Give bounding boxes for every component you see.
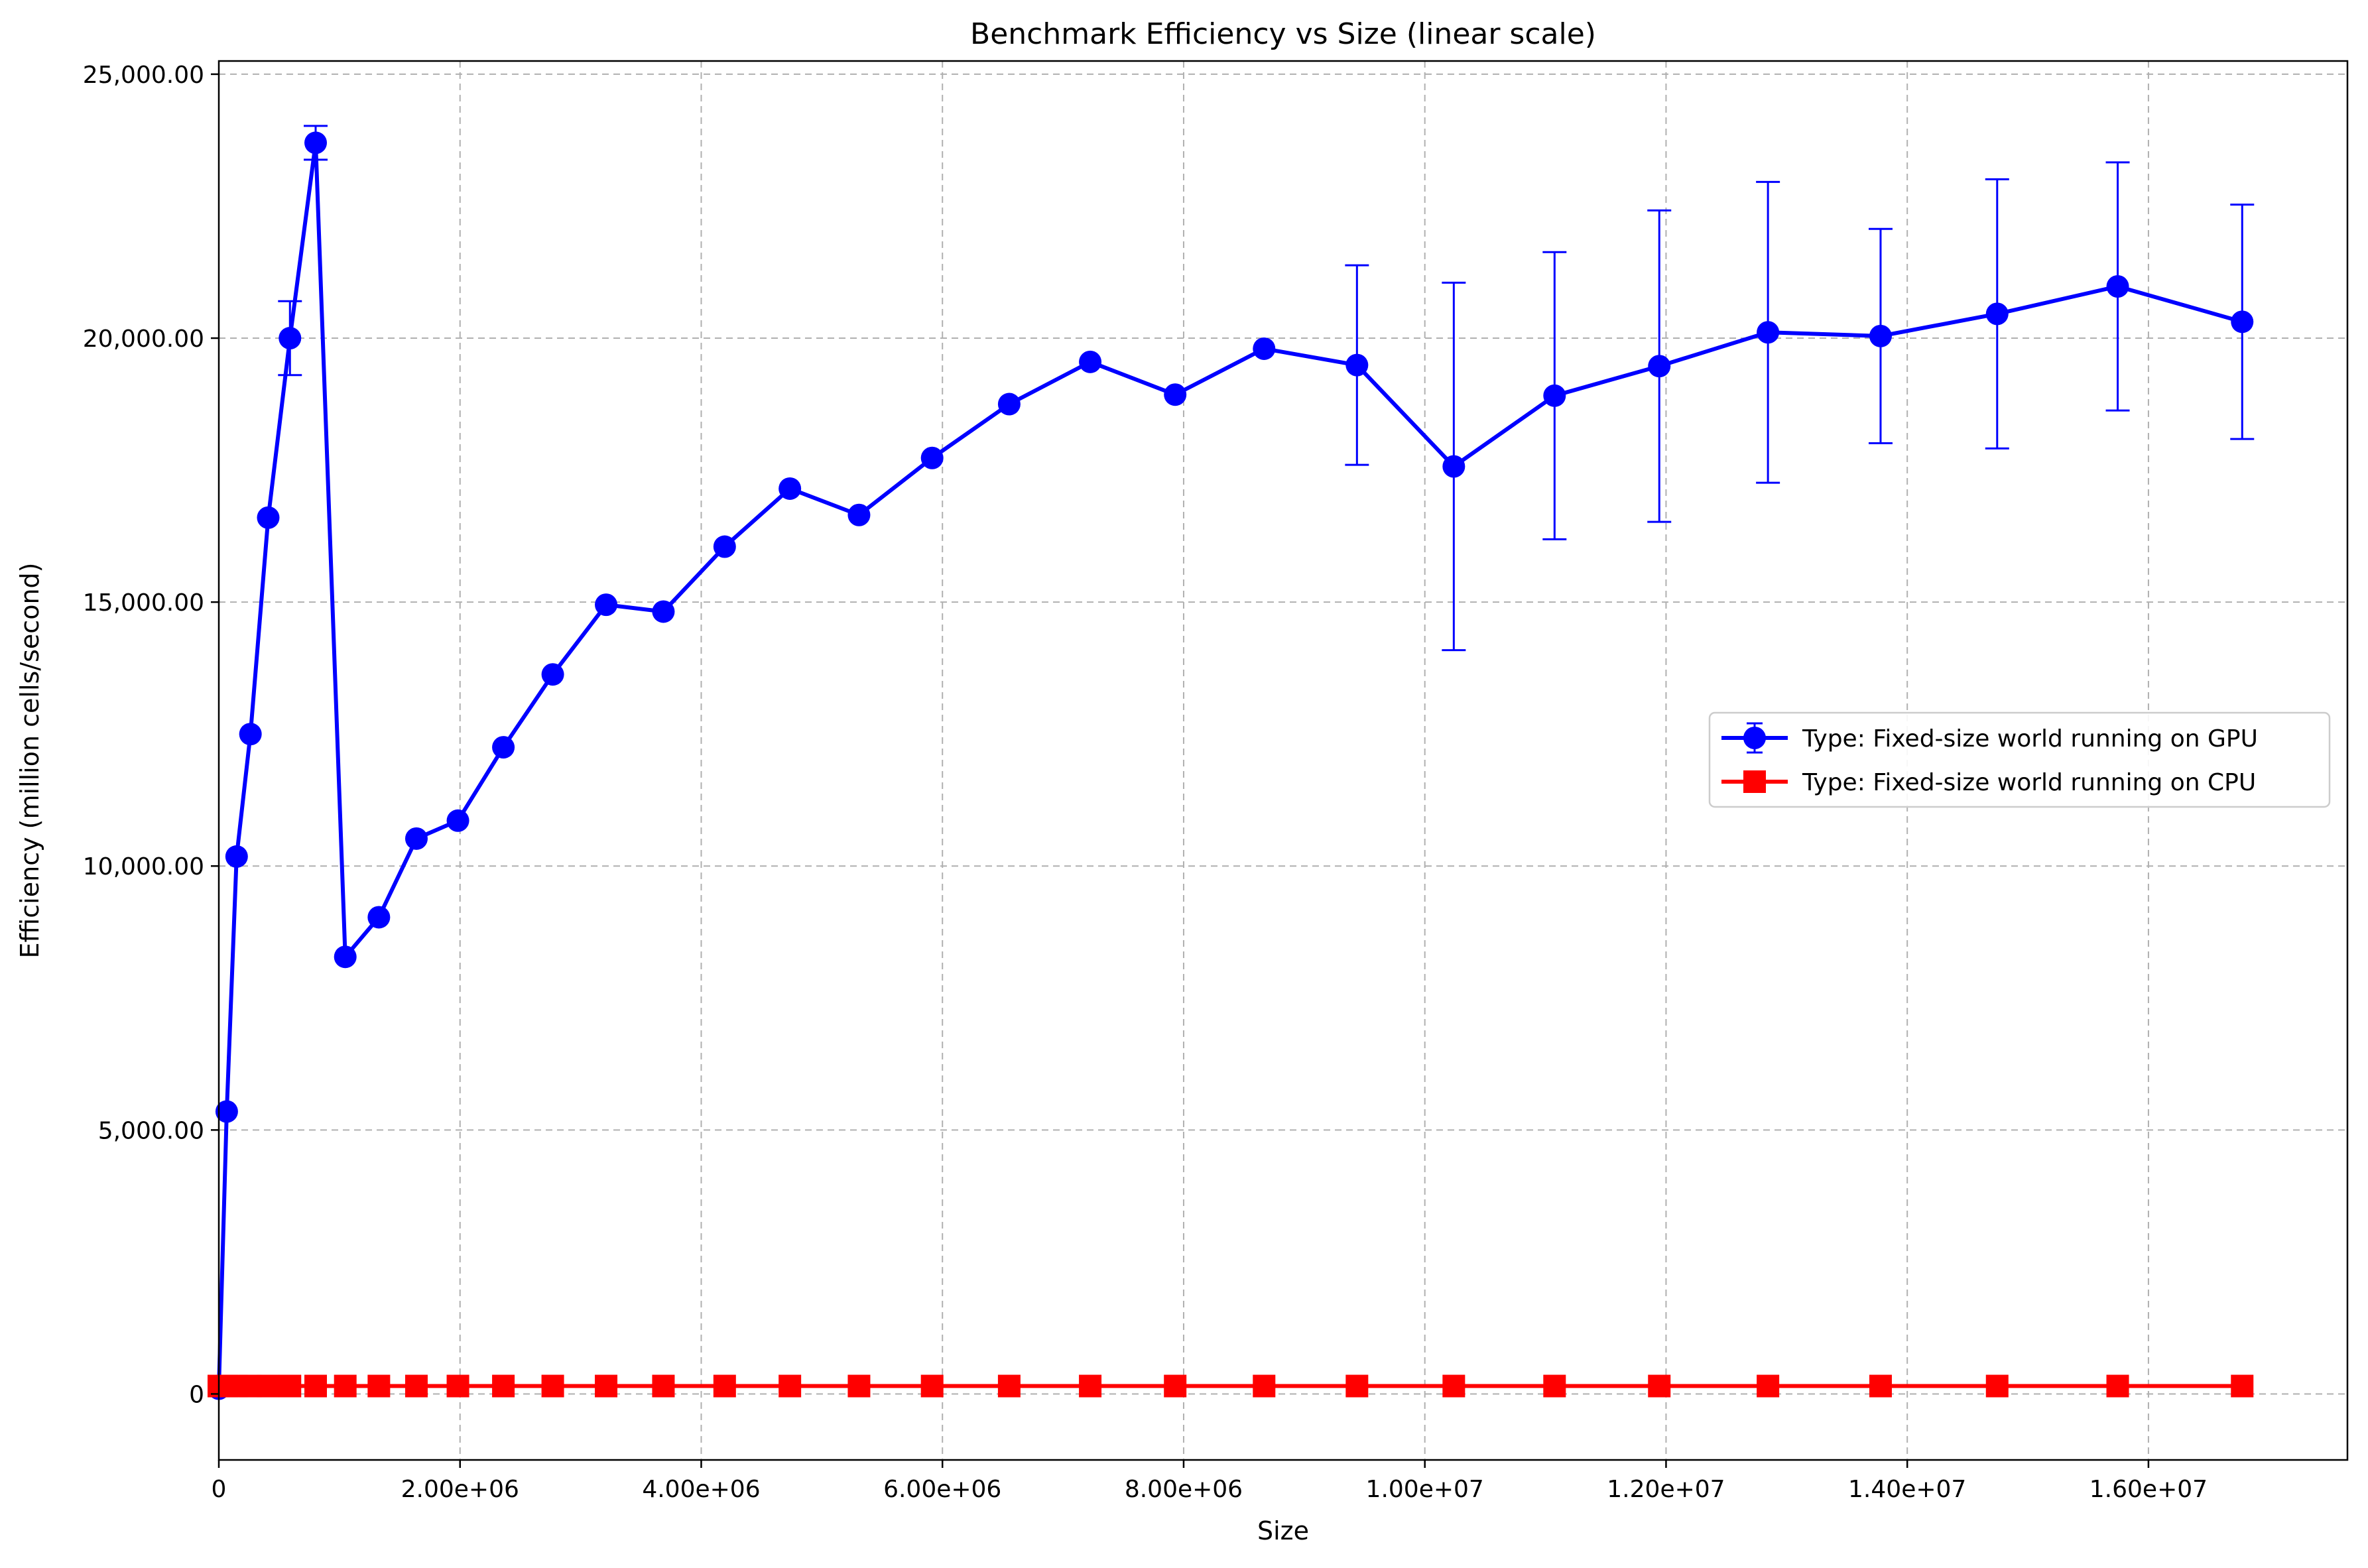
data-point xyxy=(847,503,871,526)
x-tick-label: 2.00e+06 xyxy=(401,1476,519,1503)
data-point xyxy=(1442,455,1465,478)
data-point xyxy=(1164,383,1187,406)
data-point xyxy=(334,945,357,969)
x-tick-label: 1.60e+07 xyxy=(2089,1476,2208,1503)
data-point xyxy=(1079,350,1102,373)
chart-title: Benchmark Efficiency vs Size (linear sca… xyxy=(970,17,1596,51)
data-point xyxy=(367,906,391,929)
data-point xyxy=(1757,321,1780,344)
data-point xyxy=(2231,310,2254,333)
legend-marker xyxy=(1743,727,1766,749)
y-tick-label: 25,000.00 xyxy=(83,62,204,89)
data-point xyxy=(541,663,564,686)
data-point xyxy=(713,535,736,558)
data-point xyxy=(1079,1374,1102,1398)
legend-box xyxy=(1708,711,2331,808)
x-tick-label: 0 xyxy=(212,1476,227,1503)
grid xyxy=(218,61,2347,1460)
data-point xyxy=(2106,1374,2129,1398)
data-point xyxy=(595,593,618,617)
data-point xyxy=(1869,324,1892,347)
data-point xyxy=(997,392,1021,416)
y-tick-label: 15,000.00 xyxy=(83,589,204,617)
data-point xyxy=(492,1374,515,1398)
data-point xyxy=(405,1374,428,1398)
series-line xyxy=(217,141,2243,1389)
y-axis-title: Efficiency (million cells/second) xyxy=(15,563,44,959)
data-point xyxy=(652,600,675,623)
x-tick-label: 1.40e+07 xyxy=(1848,1476,1966,1503)
data-point xyxy=(1442,1374,1465,1398)
data-point xyxy=(257,1374,280,1398)
legend: Type: Fixed-size world running on GPU Typ… xyxy=(1708,711,2331,808)
data-point xyxy=(492,736,515,759)
x-tick-label: 1.20e+07 xyxy=(1607,1476,1725,1503)
data-point xyxy=(541,1374,564,1398)
data-point xyxy=(595,1374,618,1398)
data-point xyxy=(1543,1374,1566,1398)
data-point xyxy=(239,723,262,746)
data-point xyxy=(1757,1374,1780,1398)
data-point xyxy=(304,131,328,154)
data-point xyxy=(279,327,302,350)
data-point xyxy=(446,809,469,832)
data-point xyxy=(1648,355,1671,378)
data-point xyxy=(367,1374,391,1398)
data-point xyxy=(1164,1374,1187,1398)
data-point xyxy=(257,506,280,529)
x-axis-title: Size xyxy=(1257,1516,1309,1545)
legend-item: Type: Fixed-size world running on GPU xyxy=(1721,722,2258,754)
series-layer xyxy=(208,125,2255,1400)
data-point xyxy=(2231,1374,2254,1398)
x-tick-label: 1.00e+07 xyxy=(1366,1476,1484,1503)
data-point xyxy=(779,477,802,500)
legend-marker xyxy=(1743,770,1766,793)
axis-ticks: 0 2.00e+06 4.00e+06 6.00e+06 8.00e+06 1.00e+0… xyxy=(83,62,2208,1503)
x-tick-label: 6.00e+06 xyxy=(883,1476,1001,1503)
data-point xyxy=(779,1374,802,1398)
y-tick-label: 5,000.00 xyxy=(98,1117,204,1144)
series-gpu xyxy=(208,125,2255,1400)
data-point xyxy=(279,1374,302,1398)
data-point xyxy=(1985,302,2009,326)
data-point xyxy=(713,1374,736,1398)
data-point xyxy=(1648,1374,1671,1398)
data-point xyxy=(405,827,428,850)
data-point xyxy=(446,1374,469,1398)
y-tick-label: 10,000.00 xyxy=(83,853,204,880)
data-point xyxy=(334,1374,357,1398)
data-point xyxy=(1345,353,1369,377)
data-point xyxy=(1985,1374,2009,1398)
data-point xyxy=(997,1374,1021,1398)
legend-label: Type: Fixed-size world running on GPU xyxy=(1802,725,2258,753)
x-tick-label: 8.00e+06 xyxy=(1125,1476,1243,1503)
y-tick-label: 20,000.00 xyxy=(83,326,204,353)
legend-item: Type: Fixed-size world running on CPU xyxy=(1721,769,2256,796)
data-point xyxy=(1345,1374,1369,1398)
data-point xyxy=(304,1374,328,1398)
plot-frame xyxy=(218,60,2349,1461)
data-point xyxy=(225,845,248,868)
data-point xyxy=(847,1374,871,1398)
y-tick-label: 0 xyxy=(189,1381,204,1408)
data-point xyxy=(1543,384,1566,407)
data-point xyxy=(2106,274,2129,298)
data-point xyxy=(920,1374,944,1398)
data-point xyxy=(215,1100,238,1123)
data-point xyxy=(1253,337,1276,360)
series-cpu xyxy=(208,1374,2254,1398)
data-point xyxy=(920,446,944,469)
data-point xyxy=(1869,1374,1892,1398)
data-point xyxy=(652,1374,675,1398)
legend-label: Type: Fixed-size world running on CPU xyxy=(1802,769,2256,796)
data-point xyxy=(1253,1374,1276,1398)
x-tick-label: 4.00e+06 xyxy=(642,1476,760,1503)
